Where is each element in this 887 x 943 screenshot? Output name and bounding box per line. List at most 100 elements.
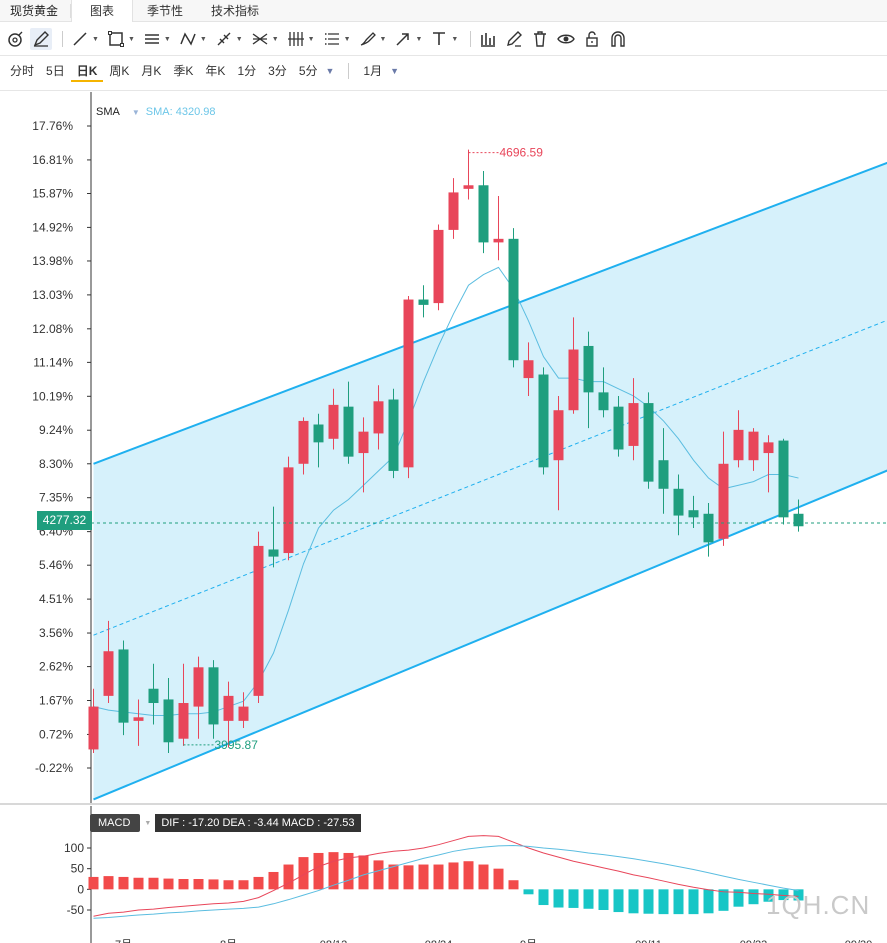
candle-body xyxy=(688,510,699,518)
fib-caret-icon[interactable]: ▼ xyxy=(343,35,351,43)
macd-histogram-bar xyxy=(403,865,414,890)
current-price-tag: 4277.32 xyxy=(37,511,92,530)
macd-histogram-bar xyxy=(328,852,339,890)
cursor-circle-icon[interactable] xyxy=(4,28,26,50)
pencil-icon[interactable] xyxy=(30,28,52,50)
macd-histogram-bar xyxy=(313,852,324,890)
period-weekly[interactable]: 周K xyxy=(109,64,130,78)
range-caret-icon[interactable]: ▼ xyxy=(390,66,400,76)
brush-icon[interactable] xyxy=(357,28,379,50)
range-select[interactable]: 1月 xyxy=(363,64,383,78)
macd-histogram-bar xyxy=(478,864,489,890)
macd-y-tick-label: 100 xyxy=(64,841,84,855)
line-icon[interactable] xyxy=(69,28,91,50)
candle-body xyxy=(658,460,669,489)
x-tick-label: 08/12 xyxy=(320,939,348,943)
period-5min[interactable]: 5分 xyxy=(298,64,318,78)
period-quarterly[interactable]: 季K xyxy=(173,64,194,78)
candle-body xyxy=(223,695,234,721)
sma-legend-caret-icon[interactable]: ▼ xyxy=(131,107,140,117)
period-monthly[interactable]: 月K xyxy=(141,64,162,78)
period-3min[interactable]: 3分 xyxy=(268,64,287,78)
fib-levels-icon[interactable] xyxy=(321,28,343,50)
candle-body xyxy=(298,420,309,464)
trash-icon[interactable] xyxy=(529,28,551,50)
macd-chart[interactable]: 100 50 0 -50 7月 8月 08/12 08/24 9月 09/11 09/23 09/30 xyxy=(0,806,887,943)
arrow-icon[interactable] xyxy=(392,28,414,50)
arrow-caret-icon[interactable]: ▼ xyxy=(415,35,423,43)
sma-legend-name[interactable]: SMA xyxy=(96,106,120,118)
y-tick-label: 13.98% xyxy=(32,254,73,268)
macd-histogram-bar xyxy=(163,878,174,890)
macd-y-tick-label: -50 xyxy=(67,903,85,917)
period-more-caret-icon[interactable]: ▼ xyxy=(325,66,335,76)
toolbar-divider xyxy=(62,31,63,47)
fork-caret-icon[interactable]: ▼ xyxy=(271,35,279,43)
tab-seasonality[interactable]: 季节性 xyxy=(147,3,184,18)
macd-histogram-bar xyxy=(298,857,309,890)
period-daily[interactable]: 日K xyxy=(70,60,104,82)
macd-caret-icon[interactable]: ▼ xyxy=(144,819,152,827)
text-icon[interactable] xyxy=(428,28,450,50)
candle-body xyxy=(388,399,399,471)
macd-legend-values: DIF : -17.20 DEA : -3.44 MACD : -27.53 xyxy=(155,814,361,832)
pattern-caret-icon[interactable]: ▼ xyxy=(199,35,207,43)
ruler-caret-icon[interactable]: ▼ xyxy=(235,35,243,43)
channel-caret-icon[interactable]: ▼ xyxy=(163,35,171,43)
unlock-icon[interactable] xyxy=(581,28,603,50)
rectangle-icon[interactable] xyxy=(105,28,127,50)
macd-dea-line xyxy=(93,845,799,919)
macd-histogram-bar xyxy=(763,889,774,902)
line-caret-icon[interactable]: ▼ xyxy=(92,35,99,43)
candle-body xyxy=(703,513,714,543)
brush-caret-icon[interactable]: ▼ xyxy=(379,35,387,43)
trend-ruler-icon[interactable] xyxy=(213,28,235,50)
tab-chart[interactable]: 图表 xyxy=(71,0,134,22)
y-tick-label: 14.92% xyxy=(32,220,73,234)
macd-dif-line xyxy=(93,835,799,917)
macd-histogram-bar xyxy=(88,876,99,890)
candle-body xyxy=(313,424,324,443)
period-intraday[interactable]: 分时 xyxy=(10,64,35,78)
parallel-channel-icon[interactable] xyxy=(141,28,163,50)
eye-icon[interactable] xyxy=(555,28,577,50)
pane-divider[interactable] xyxy=(0,803,887,805)
bar-chart-icon[interactable] xyxy=(477,28,499,50)
period-5day[interactable]: 5日 xyxy=(46,64,65,78)
bar-lines-icon[interactable] xyxy=(285,28,307,50)
magnet-icon[interactable] xyxy=(607,28,629,50)
x-tick-label: 08/24 xyxy=(425,939,453,943)
rectangle-caret-icon[interactable]: ▼ xyxy=(127,35,135,43)
period-yearly[interactable]: 年K xyxy=(205,64,226,78)
macd-histogram-bar xyxy=(643,889,654,914)
fork-lines-icon[interactable] xyxy=(249,28,271,50)
edit-pen-icon[interactable] xyxy=(503,28,525,50)
channel-mid-line xyxy=(93,319,887,636)
sma-legend: SMA ▼ SMA: 4320.98 xyxy=(96,106,215,118)
y-tick-label: 10.19% xyxy=(32,389,73,403)
macd-y-tick-label: 50 xyxy=(71,862,85,876)
candle-body xyxy=(553,410,564,461)
bars-caret-icon[interactable]: ▼ xyxy=(307,35,315,43)
candle-body xyxy=(733,429,744,461)
text-caret-icon[interactable]: ▼ xyxy=(451,35,459,43)
macd-histogram-bar xyxy=(613,889,624,913)
macd-histogram-bar xyxy=(388,864,399,890)
drawing-toolbar: ▼ ▼ ▼ ▼ ▼ ▼ ▼ ▼ ▼ ▼ ▼ xyxy=(0,24,887,54)
candle-body xyxy=(163,699,174,743)
candle-body xyxy=(493,238,504,243)
macd-histogram-bar xyxy=(658,889,669,915)
channel-upper-line xyxy=(93,161,887,465)
period-1min[interactable]: 1分 xyxy=(237,64,257,78)
macd-histogram-bar xyxy=(103,876,114,890)
candle-body xyxy=(148,688,159,704)
macd-histogram-bar xyxy=(268,871,279,890)
candle-body xyxy=(718,463,729,539)
tab-technical-indicators[interactable]: 技术指标 xyxy=(211,3,260,18)
y-tick-label: 17.76% xyxy=(32,119,73,133)
macd-histogram-bar xyxy=(718,889,729,911)
candlestick-chart[interactable]: 17.76% 16.81% 15.87% 14.92% 13.98% 13.03% 12.0… xyxy=(0,92,887,804)
macd-legend-name[interactable]: MACD xyxy=(90,814,141,832)
zigzag-pattern-icon[interactable] xyxy=(177,28,199,50)
y-tick-label: 12.08% xyxy=(32,322,73,336)
